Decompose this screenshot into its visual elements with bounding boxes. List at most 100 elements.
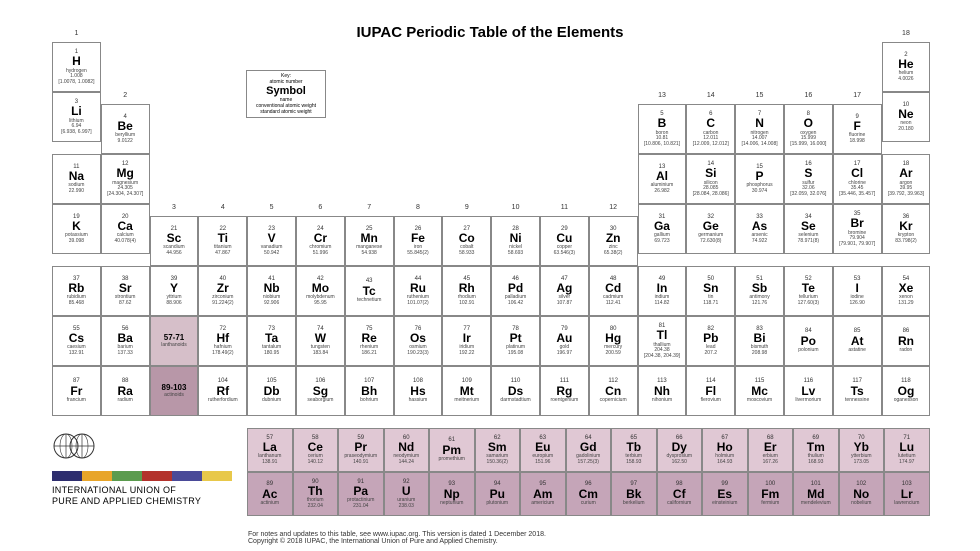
- atomic-mass: 26.982: [654, 189, 669, 195]
- element-cell: 15Pphosphorus30.974: [735, 154, 784, 204]
- element-cell: 38Srstrontium87.62: [101, 266, 150, 316]
- element-cell: 113Nhnihonium: [638, 366, 687, 416]
- element-cell: 11Nasodium22.990: [52, 154, 101, 204]
- element-cell: 46Pdpalladium106.42: [491, 266, 540, 316]
- element-cell: 72Hfhafnium178.49(2): [198, 316, 247, 366]
- element-cell: 92Uuranium238.03: [384, 472, 430, 516]
- element-cell: 111Rgroentgenium: [540, 366, 589, 416]
- element-cell: 14Sisilicon28.085[28.084, 28.086]: [686, 154, 735, 204]
- atomic-mass: 232.04: [308, 504, 323, 510]
- element-cell: 78Ptplatinum195.08: [491, 316, 540, 366]
- group-number: 14: [686, 92, 735, 104]
- element-cell: 118Ogoganesson: [882, 366, 931, 416]
- element-symbol: N: [755, 117, 764, 130]
- element-name: copernicium: [600, 398, 627, 404]
- element-cell: 99Eseinsteinium: [702, 472, 748, 516]
- group-number: 5: [247, 204, 296, 216]
- element-name: oganesson: [894, 398, 918, 404]
- element-symbol: C: [706, 117, 715, 130]
- element-cell: 10Neneon20.180: [882, 92, 931, 142]
- element-symbol: Tl: [657, 329, 668, 342]
- element-cell: 110Dsdarmstadtium: [491, 366, 540, 416]
- element-name: mendelevium: [801, 501, 831, 507]
- element-symbol: O: [804, 117, 813, 130]
- element-cell: 68Ererbium167.26: [748, 428, 794, 472]
- footer-line-1: For notes and updates to this table, see…: [248, 531, 546, 538]
- group-number: 1: [52, 30, 101, 42]
- element-cell: 52Tetellurium127.60(3): [784, 266, 833, 316]
- element-symbol: Cl: [851, 167, 863, 180]
- element-name: francium: [67, 398, 86, 404]
- group-number: 12: [589, 204, 638, 216]
- atomic-mass: 112.41: [606, 301, 621, 307]
- atomic-mass: 83.798(2): [895, 239, 916, 245]
- atomic-mass: 102.91: [459, 301, 474, 307]
- atomic-mass: 92.906: [264, 301, 279, 307]
- element-cell: 58Cecerium140.12: [293, 428, 339, 472]
- footer: For notes and updates to this table, see…: [248, 531, 546, 545]
- element-name: lawrencium: [894, 501, 919, 507]
- logo-bar: [82, 471, 112, 481]
- element-cell: 42Momolybdenum95.95: [296, 266, 345, 316]
- element-cell: 89Acactinium: [247, 472, 293, 516]
- element-name: promethium: [439, 457, 465, 463]
- group-number: 10: [491, 204, 540, 216]
- element-cell: 61Pmpromethium: [429, 428, 475, 472]
- element-cell: 56Babarium137.33: [101, 316, 150, 366]
- mass-range: [24.304, 24.307]: [107, 192, 143, 198]
- atomic-mass: 132.91: [69, 351, 84, 357]
- logo-bar: [172, 471, 202, 481]
- element-cell: 13Alaluminium26.982: [638, 154, 687, 204]
- atomic-mass: 144.24: [399, 460, 414, 466]
- atomic-mass: 138.91: [262, 460, 277, 466]
- element-name: radium: [118, 398, 133, 404]
- element-cell: 96Cmcurium: [566, 472, 612, 516]
- element-cell: 39Yyttrium88.906: [150, 266, 199, 316]
- element-cell: 73Tatantalum180.95: [247, 316, 296, 366]
- atomic-mass: 168.93: [808, 460, 823, 466]
- element-cell: 30Znzinc65.38(2): [589, 216, 638, 266]
- atomic-mass: 126.90: [850, 301, 865, 307]
- element-cell: 25Mnmanganese54.938: [345, 216, 394, 266]
- element-cell: 55Cscaesium132.91: [52, 316, 101, 366]
- globe-icon: [52, 430, 96, 462]
- group-number: 18: [882, 30, 931, 42]
- mass-range: [35.446, 35.457]: [839, 192, 875, 198]
- element-cell: 37Rbrubidium85.468: [52, 266, 101, 316]
- element-cell: 105Dbdubnium: [247, 366, 296, 416]
- element-cell: 6Ccarbon12.011[12.009, 12.012]: [686, 104, 735, 154]
- atomic-mass: 4.0026: [898, 77, 913, 83]
- f-block: 57Lalanthanum138.9158Cecerium140.1259Prp…: [247, 428, 930, 516]
- element-cell: 31Gagallium69.723: [638, 204, 687, 254]
- element-cell: 94Puplutonium: [475, 472, 521, 516]
- element-cell: 114Flflerovium: [686, 366, 735, 416]
- element-name: polonium: [798, 348, 818, 354]
- element-cell: 102Nonobelium: [839, 472, 885, 516]
- element-cell: 8Ooxygen15.999[15.999, 16.000]: [784, 104, 833, 154]
- element-cell: 1Hhydrogen1.008[1.0078, 1.0082]: [52, 42, 101, 92]
- element-cell: 32Gegermanium72.630(8): [686, 204, 735, 254]
- atomic-mass: 180.95: [264, 351, 279, 357]
- group-number: 4: [198, 204, 247, 216]
- mass-range: [1.0078, 1.0082]: [58, 80, 94, 86]
- atomic-mass: 55.845(2): [407, 251, 428, 257]
- atomic-mass: 54.938: [362, 251, 377, 257]
- element-name: moscovium: [747, 398, 772, 404]
- atomic-mass: 196.97: [557, 351, 572, 357]
- element-cell: 57Lalanthanum138.91: [247, 428, 293, 472]
- atomic-mass: 47.867: [215, 251, 230, 257]
- element-name: fermium: [761, 501, 779, 507]
- element-cell: 48Cdcadmium112.41: [589, 266, 638, 316]
- atomic-mass: 208.98: [752, 351, 767, 357]
- atomic-mass: 63.546(3): [554, 251, 575, 257]
- element-cell: 5Bboron10.81[10.806, 10.821]: [638, 104, 687, 154]
- atomic-mass: 167.26: [763, 460, 778, 466]
- element-cell: 19Kpotassium39.098: [52, 204, 101, 254]
- element-name: lanthanoids: [161, 343, 187, 349]
- element-name: technetium: [357, 298, 381, 304]
- mass-range: [204.38, 204.39]: [644, 354, 680, 360]
- element-cell: 51Sbantimony121.76: [735, 266, 784, 316]
- element-cell: 16Ssulfur32.06[32.059, 32.076]: [784, 154, 833, 204]
- mass-range: [14.006, 14.008]: [741, 142, 777, 148]
- element-cell: 85Atastatine: [833, 316, 882, 366]
